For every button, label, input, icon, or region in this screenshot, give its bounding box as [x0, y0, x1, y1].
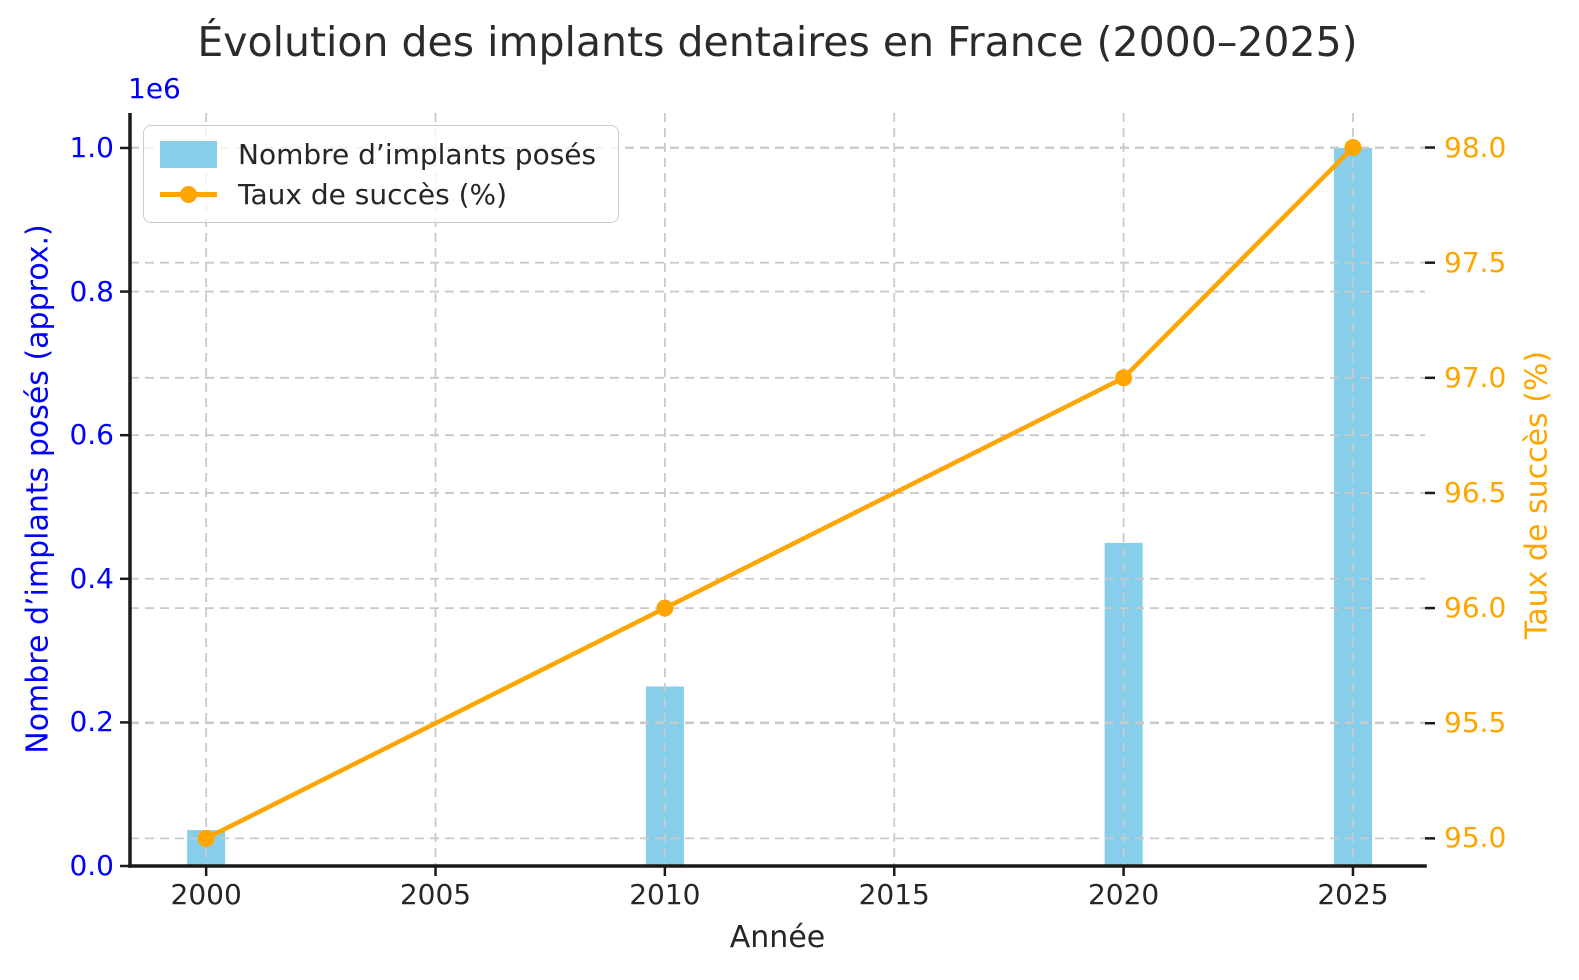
left-axis-tick-label: 0.4 — [69, 561, 114, 595]
chart-title: Évolution des implants dentaires en Fran… — [197, 18, 1358, 66]
right-axis-tick-label: 97.0 — [1444, 360, 1507, 394]
marker — [656, 599, 674, 617]
x-axis-tick-label: 2010 — [629, 878, 701, 911]
left-axis-tick-label: 0.6 — [69, 418, 114, 452]
legend-label-implants: Nombre d’implants posés — [238, 137, 597, 171]
line-series — [205, 145, 1355, 841]
right-axis-tick-label: 96.0 — [1444, 591, 1507, 625]
legend-entry-implants: Nombre d’implants posés — [160, 137, 597, 171]
left-axis-tick-label: 0.8 — [69, 274, 114, 308]
marker — [1344, 139, 1362, 157]
legend-line-swatch — [160, 181, 217, 208]
legend-label-taux: Taux de succès (%) — [238, 177, 508, 211]
x-axis-tick-label: 2015 — [858, 878, 930, 911]
left-axis-offset-label: 1e6 — [128, 72, 181, 105]
right-axis-tick-label: 97.5 — [1444, 245, 1507, 279]
x-axis-tick-label: 2000 — [170, 878, 242, 911]
left-axis-tick-label: 1.0 — [69, 130, 114, 164]
left-axis-tick-label: 0.0 — [69, 849, 114, 882]
marker — [1115, 369, 1133, 387]
right-axis-tick-label: 98.0 — [1444, 130, 1507, 164]
x-axis-tick-label: 2005 — [399, 878, 472, 911]
right-axis-tick-label: 95.5 — [1444, 706, 1507, 740]
x-axis-title: Année — [729, 920, 826, 955]
legend-bar-swatch — [160, 140, 217, 168]
right-axis-tick-label: 95.0 — [1444, 821, 1507, 855]
right-axis-tick-label: 96.5 — [1444, 475, 1507, 509]
legend-line-marker-icon — [180, 185, 197, 203]
right-axis-title: Taux de succès (%) — [1519, 350, 1555, 640]
x-axis-tick-label: 2025 — [1317, 878, 1389, 911]
legend-entry-taux: Taux de succès (%) — [160, 177, 596, 211]
x-axis-tick-label: 2020 — [1087, 878, 1160, 911]
left-axis-tick-label: 0.2 — [69, 705, 114, 739]
marker — [197, 829, 215, 847]
legend: Nombre d’implants posés Taux de succès (… — [143, 125, 620, 223]
